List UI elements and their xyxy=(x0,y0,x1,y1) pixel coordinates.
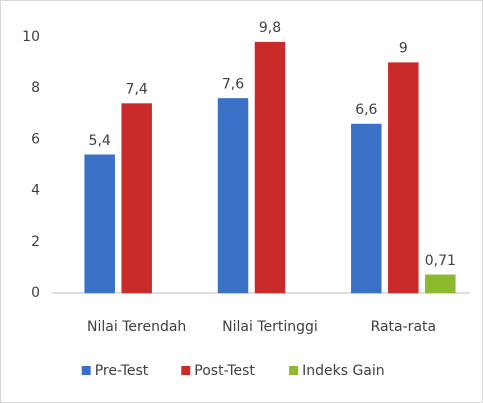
data-label: 5,4 xyxy=(89,133,111,149)
bar xyxy=(388,62,419,294)
y-tick-label: 8 xyxy=(31,80,40,96)
data-label: 0,71 xyxy=(425,253,456,269)
legend-swatch xyxy=(81,366,91,375)
legend-label: Indeks Gain xyxy=(302,363,385,379)
bar xyxy=(84,154,115,294)
y-tick-label: 2 xyxy=(31,234,40,250)
bar xyxy=(217,98,249,294)
bar xyxy=(121,103,152,294)
x-tick-label: Rata-rata xyxy=(371,319,437,335)
y-tick-label: 6 xyxy=(31,131,40,147)
bar xyxy=(425,274,456,294)
data-label: 6,6 xyxy=(355,102,377,118)
data-label: 7,6 xyxy=(222,76,244,92)
y-tick-label: 10 xyxy=(22,29,40,45)
data-label: 7,4 xyxy=(126,82,148,98)
bar xyxy=(351,123,382,294)
data-label: 9,8 xyxy=(259,20,281,36)
y-tick-label: 4 xyxy=(31,183,40,199)
legend-label: Pre-Test xyxy=(95,363,149,379)
legend-label: Post-Test xyxy=(194,363,255,379)
data-label: 9 xyxy=(399,41,408,57)
legend-swatch xyxy=(181,366,191,375)
x-tick-label: Nilai Tertinggi xyxy=(222,319,318,335)
y-tick-label: 0 xyxy=(31,285,40,301)
x-tick-label: Nilai Terendah xyxy=(87,319,186,335)
bar xyxy=(254,41,286,294)
legend-swatch xyxy=(289,366,299,375)
